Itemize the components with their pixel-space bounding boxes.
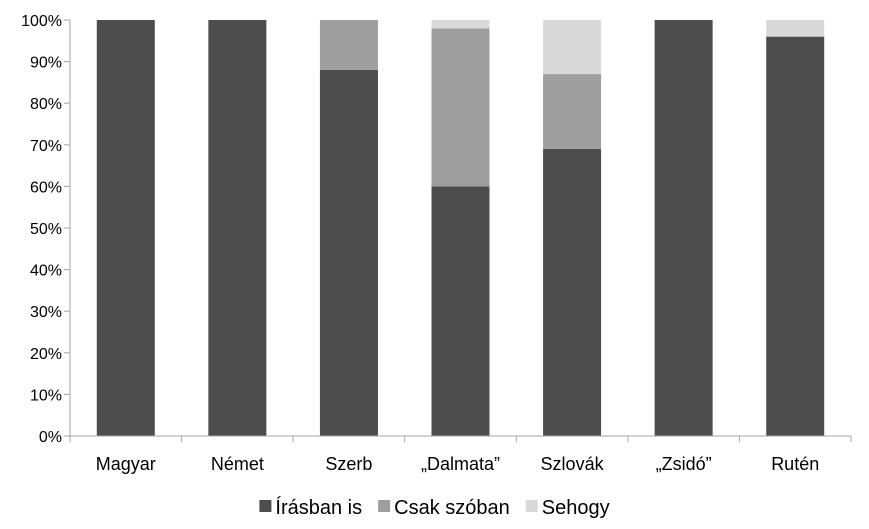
axes: 0% 10% 20% 30% 40% 50% 60% 70% 80% 90% 100% Magyar N… [21,13,852,474]
bar-segment [543,20,602,75]
legend-label: Sehogy [542,497,610,519]
bar-segment [319,20,378,70]
legend: Írásban is Csak szóban Sehogy [259,496,610,519]
y-tick-label: 80% [30,96,62,113]
bar-segment [431,28,490,187]
y-tick-label: 20% [30,346,62,363]
bar-segment [96,20,155,436]
x-tick-label: „Dalmata” [421,454,500,474]
y-tick-label: 100% [21,13,62,30]
legend-swatch [378,500,391,512]
bar-segment [654,20,713,436]
legend-label: Csak szóban [394,497,510,519]
legend-item: Csak szóban [378,497,510,519]
y-tick-label: 50% [30,221,62,238]
bar-segment [431,186,490,436]
x-tick-label: Szerb [325,454,372,474]
y-tick-label: 30% [30,304,62,321]
y-tick-label: 70% [30,138,62,155]
x-tick-label: Magyar [96,454,156,474]
legend-item: Sehogy [525,497,610,519]
y-tick-label: 10% [30,387,62,404]
bar-segment [543,74,602,149]
bar-segment [319,69,378,437]
y-tick-label: 0% [39,429,62,446]
y-tick-label: 40% [30,263,62,280]
x-tick-label: „Zsidó” [656,454,712,474]
x-tick-label: Német [211,454,264,474]
bar-segment [766,36,825,436]
x-tick-label: Szlovák [541,454,605,474]
plot-area [96,20,825,437]
bar-segment [543,148,602,436]
legend-item: Írásban is [259,496,362,519]
bar-segment [208,20,267,436]
legend-label: Írásban is [275,496,362,519]
bar-segment [766,20,825,37]
y-tick-label: 60% [30,179,62,196]
y-tick-label: 90% [30,55,62,72]
bar-segment [431,20,490,29]
legend-swatch [259,500,272,512]
legend-swatch [525,500,538,512]
x-tick-label: Rutén [771,454,819,474]
